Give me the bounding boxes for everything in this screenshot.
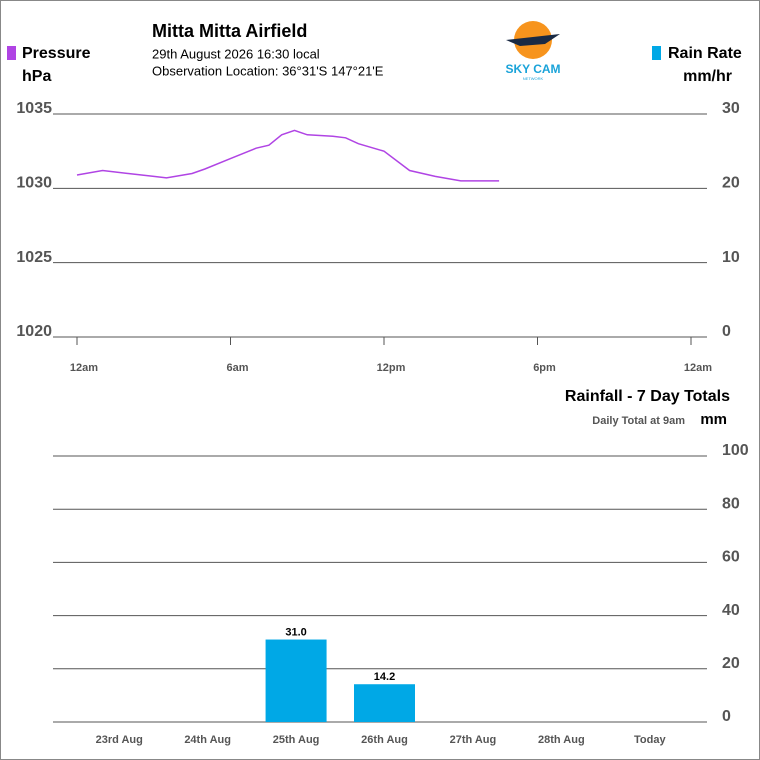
legend-swatch bbox=[652, 46, 661, 60]
y-tick-label: 40 bbox=[722, 602, 740, 619]
legend-label: Rain Rate bbox=[668, 45, 742, 62]
x-tick-label: 6am bbox=[226, 362, 248, 374]
rainfall-chart: Rainfall - 7 Day Totals Daily Total at 9a… bbox=[53, 388, 749, 746]
y-tick-label: 80 bbox=[722, 495, 740, 512]
y-tick-label: 1035 bbox=[16, 100, 52, 117]
y-tick-label: 20 bbox=[722, 655, 740, 672]
chart-title: Rainfall - 7 Day Totals bbox=[565, 388, 730, 405]
data-label: 31.0 bbox=[285, 626, 306, 638]
x-tick-label: 27th Aug bbox=[450, 734, 497, 746]
y-tick-label: 1020 bbox=[16, 323, 52, 340]
logo-tagline: NETWORK bbox=[523, 76, 544, 81]
logo: SKY CAM NETWORK bbox=[505, 21, 561, 81]
x-tick-label: 12am bbox=[684, 362, 712, 374]
y-tick-label: 1030 bbox=[16, 175, 52, 192]
legend-swatch bbox=[7, 46, 16, 60]
x-tick-label: 6pm bbox=[533, 362, 556, 374]
title: Mitta Mitta Airfield bbox=[152, 21, 307, 41]
y-tick-label: 0 bbox=[722, 708, 731, 725]
y2-axis-label: mm/hr bbox=[683, 68, 732, 85]
x-tick-label: 23rd Aug bbox=[96, 734, 143, 746]
bar bbox=[265, 639, 327, 722]
x-tick-label: Today bbox=[634, 734, 666, 746]
logo-name: SKY CAM bbox=[505, 62, 560, 76]
x-tick-label: 24th Aug bbox=[184, 734, 231, 746]
y2-tick-label: 20 bbox=[722, 175, 740, 192]
x-tick-label: 12pm bbox=[377, 362, 406, 374]
legend-label: Pressure bbox=[22, 45, 91, 62]
y-tick-label: 1025 bbox=[16, 249, 52, 266]
x-tick-label: 28th Aug bbox=[538, 734, 585, 746]
x-tick-label: 12am bbox=[70, 362, 98, 374]
y-axis-label: mm bbox=[700, 411, 727, 428]
chart-subtitle: Daily Total at 9am bbox=[592, 415, 685, 427]
pressure-line bbox=[76, 129, 500, 182]
location: Observation Location: 36°31'S 147°21'E bbox=[152, 63, 384, 78]
y2-tick-label: 30 bbox=[722, 100, 740, 117]
date: 29th August 2026 16:30 local bbox=[152, 46, 320, 61]
y-axis-label: hPa bbox=[22, 68, 51, 85]
x-tick-label: 25th Aug bbox=[273, 734, 320, 746]
logo-plane bbox=[506, 34, 560, 46]
y2-tick-label: 10 bbox=[722, 249, 740, 266]
y-tick-label: 100 bbox=[722, 442, 749, 459]
data-label: 14.2 bbox=[374, 671, 395, 683]
x-tick-label: 26th Aug bbox=[361, 734, 408, 746]
bar bbox=[354, 684, 415, 722]
y-tick-label: 60 bbox=[722, 549, 740, 566]
y2-tick-label: 0 bbox=[722, 323, 731, 340]
